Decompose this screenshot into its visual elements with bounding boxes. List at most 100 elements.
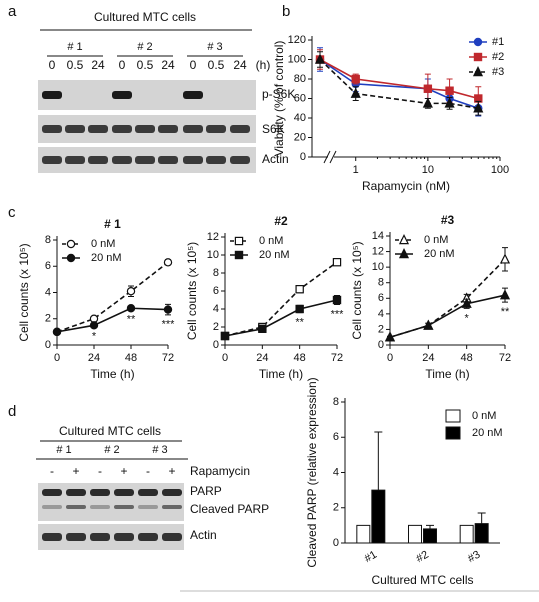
- lane-label: 0.5: [208, 58, 225, 72]
- data-point: [350, 87, 361, 98]
- lane-label: -: [98, 464, 102, 478]
- y-tick-label: 14: [372, 230, 384, 242]
- blot-strip: [38, 524, 184, 550]
- legend-label: #3: [492, 66, 504, 78]
- series-line: [56, 261, 169, 333]
- error-bar: [477, 512, 486, 524]
- blot-band: [88, 156, 108, 164]
- series-line: [389, 294, 506, 338]
- blot-band: [230, 125, 250, 133]
- blot-row-label: PARP: [190, 484, 222, 498]
- bar: [474, 523, 489, 544]
- data-point: [351, 74, 360, 84]
- blot-group: # 1: [56, 444, 71, 456]
- blot-band: [114, 533, 134, 541]
- significance: ***: [331, 308, 345, 320]
- chart-title: # 1: [104, 217, 121, 231]
- lane-label: 0.5: [67, 58, 84, 72]
- blot-strip: [38, 483, 184, 521]
- blot-band: [88, 125, 108, 133]
- lane-label: 24: [91, 58, 105, 72]
- x-tick-label: 100: [491, 164, 509, 176]
- blot-band: [183, 125, 203, 133]
- y-tick-label: 10: [372, 261, 384, 273]
- y-tick-label: 6: [45, 260, 51, 272]
- legend-marker: [473, 37, 483, 47]
- bar: [356, 524, 371, 544]
- legend-label: #2: [492, 51, 504, 63]
- blot-row-label: Cleaved PARP: [190, 502, 269, 516]
- bar: [423, 528, 437, 544]
- y-tick-label: 0: [378, 339, 384, 351]
- blot-title: Cultured MTC cells: [59, 424, 161, 438]
- data-point: [423, 84, 433, 93]
- x-axis-label: Time (h): [90, 367, 134, 381]
- lane-label: +: [120, 464, 127, 478]
- y-tick-label: 8: [213, 267, 219, 279]
- error-bar: [426, 524, 434, 529]
- data-point: [126, 286, 136, 296]
- blot-band: [65, 156, 85, 164]
- x-tick-label: 1: [353, 164, 359, 176]
- y-tick-label: 4: [45, 286, 51, 298]
- panel-label: d: [8, 403, 16, 420]
- y-tick-label: 12: [372, 245, 384, 257]
- legend-label: 20 nM: [424, 248, 455, 260]
- y-tick-label: 10: [207, 249, 219, 261]
- data-point: [499, 253, 511, 264]
- series-line: [224, 261, 338, 337]
- legend-marker: [473, 52, 483, 62]
- blot-band: [138, 533, 158, 541]
- panel-label: a: [8, 3, 17, 20]
- significance: **: [127, 313, 136, 325]
- legend-swatch: [445, 409, 461, 423]
- blot-title: Cultured MTC cells: [94, 10, 196, 24]
- blot-band: [112, 156, 132, 164]
- legend-label: 20 nM: [91, 252, 122, 264]
- axis-break: [329, 150, 337, 164]
- y-tick-label: 4: [378, 308, 384, 320]
- y-tick-label: 2: [45, 313, 51, 325]
- x-tick-label: #1: [362, 549, 379, 566]
- y-tick-label: 0: [45, 339, 51, 351]
- y-tick-label: 8: [45, 234, 51, 246]
- x-tick-label: 72: [499, 352, 511, 364]
- legend-marker: [234, 250, 244, 260]
- lane-label: +: [72, 464, 79, 478]
- axis-break: [323, 150, 331, 164]
- data-point: [422, 97, 433, 108]
- data-point: [423, 319, 434, 330]
- lane-label: -: [50, 464, 54, 478]
- y-tick-label: 0: [300, 151, 306, 163]
- data-point: [461, 297, 472, 308]
- data-point: [295, 304, 304, 314]
- blot-band: [183, 156, 203, 164]
- bar: [408, 524, 422, 544]
- y-tick-label: 40: [294, 112, 306, 124]
- lane-label: +: [168, 464, 175, 478]
- x-axis-label: Cultured MTC cells: [371, 573, 473, 587]
- legend-label: #1: [492, 36, 504, 48]
- x-tick-label: 0: [222, 352, 228, 364]
- y-axis-label: Cleaved PARP (relative expression): [305, 377, 319, 567]
- blot-band: [66, 489, 86, 496]
- legend-marker: [234, 236, 244, 246]
- legend-label: 0 nM: [91, 238, 115, 250]
- legend-marker: [66, 253, 76, 263]
- lane-label: 0: [119, 58, 126, 72]
- data-point: [332, 295, 342, 305]
- lane-label: 0: [49, 58, 56, 72]
- blot-band: [138, 489, 158, 496]
- blot-band: [206, 125, 226, 133]
- y-tick-label: 120: [288, 34, 306, 46]
- y-tick-label: 6: [333, 431, 339, 443]
- blot-band: [114, 489, 134, 496]
- data-point: [332, 258, 342, 267]
- data-point: [445, 86, 454, 95]
- data-point: [473, 102, 484, 113]
- x-tick-label: 0: [387, 352, 393, 364]
- blot-band: [90, 533, 110, 541]
- y-tick-label: 0: [213, 339, 219, 351]
- y-tick-label: 20: [294, 131, 306, 143]
